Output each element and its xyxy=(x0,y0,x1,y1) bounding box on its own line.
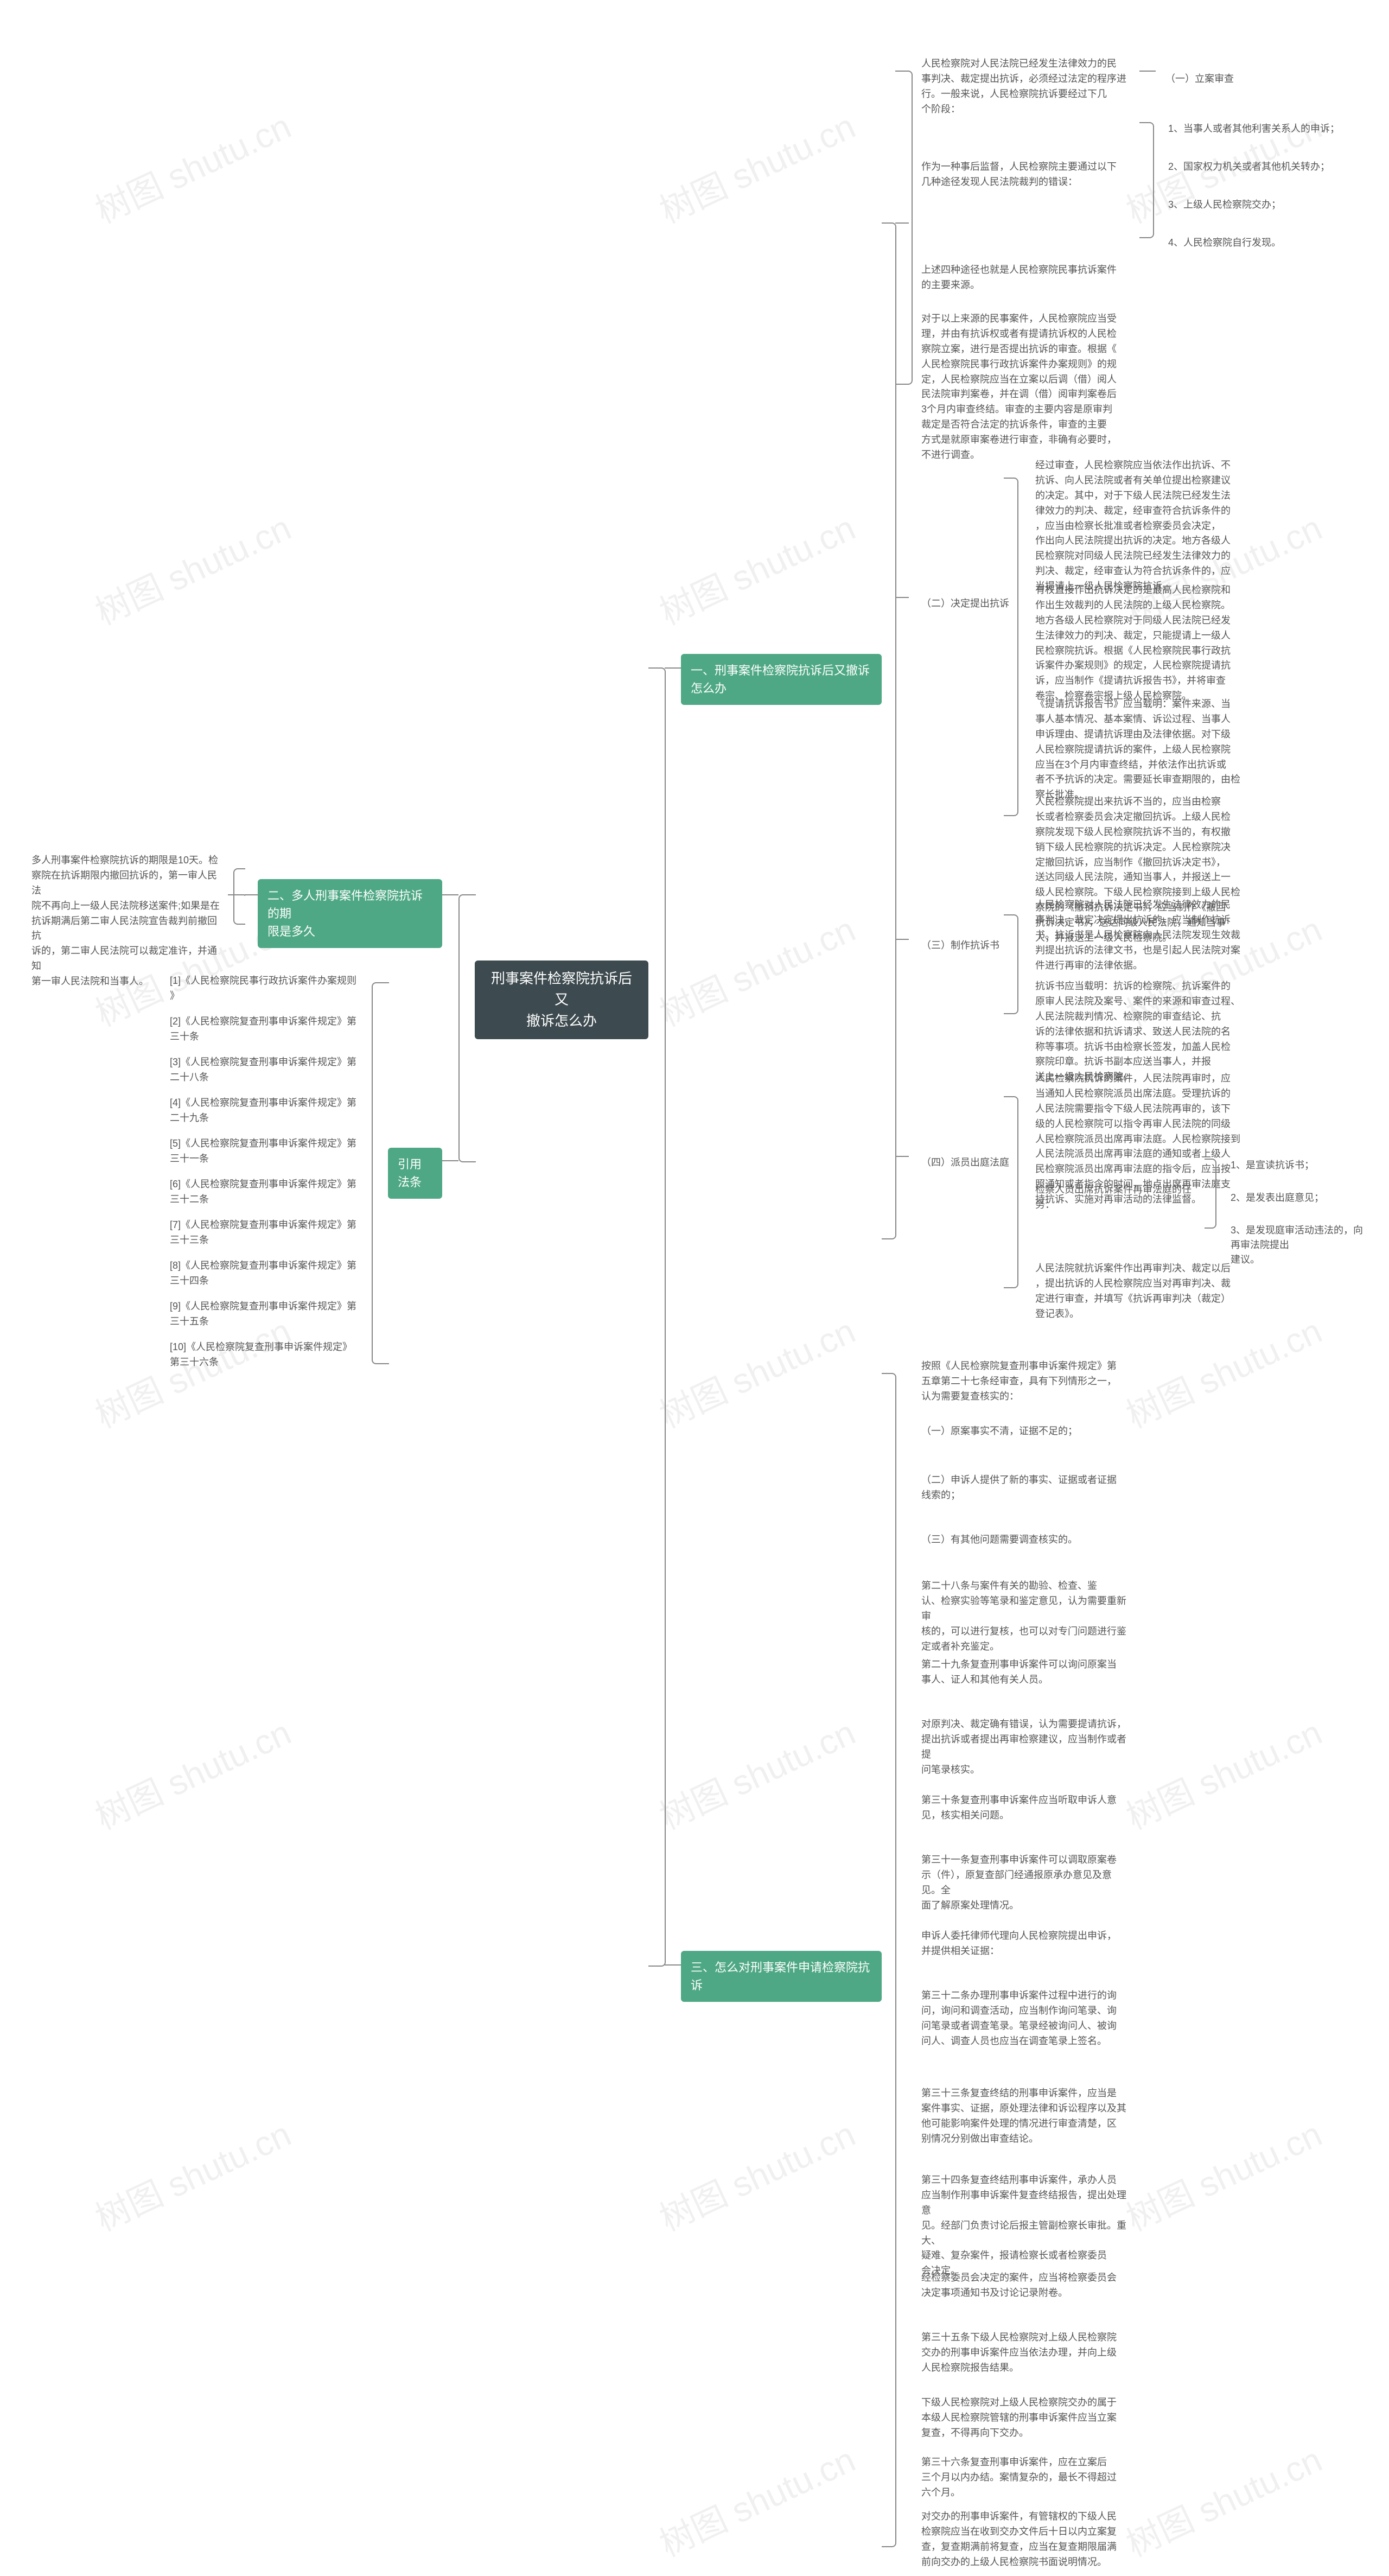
section-citations: 引用法条 xyxy=(388,1148,442,1199)
s3-1a: （一）原案事实不清，证据不足的； xyxy=(912,1416,1139,1447)
watermark: 树图 shutu.cn xyxy=(1117,2432,1329,2566)
s3-4: 对原判决、裁定确有错误，认为需要提请抗诉， 提出抗诉或者提出再审检察建议，应当制… xyxy=(912,1709,1139,1785)
connector xyxy=(442,1160,458,1161)
connector xyxy=(442,894,458,895)
watermark: 树图 shutu.cn xyxy=(86,1705,298,1839)
s1a-1: 人民检察院对人民法院已经发生法律效力的民 事判决、裁定提出抗诉，必须经过法定的程… xyxy=(912,49,1139,125)
s1d-3: 人民法院就抗诉案件作出再审判决、裁定以后 ，提出抗诉的人民检察院应当对再审判决、… xyxy=(1025,1254,1253,1330)
brace-s1d2 xyxy=(1205,1159,1216,1229)
watermark: 树图 shutu.cn xyxy=(651,902,862,1036)
s3-11: 经检察委员会决定的案件，应当将检察委员会 决定事项通知书及讨论记录附卷。 xyxy=(912,2263,1139,2308)
s1d-2-2: 2、是发表出庭意见； xyxy=(1221,1183,1362,1213)
brace-s2-leaf xyxy=(233,868,245,925)
watermark: 树图 shutu.cn xyxy=(651,500,862,634)
s1a-2-1: 1、当事人或者其他利害关系人的申诉； xyxy=(1158,114,1354,144)
connector xyxy=(895,1156,909,1157)
cite-1: [1]《人民检察院民事行政抗诉案件办案规则 》 xyxy=(160,966,366,1012)
s3-1: 按照《人民检察院复查刑事申诉案件规定》第 五章第二十七条经审查，具有下列情形之一… xyxy=(912,1351,1139,1412)
connector xyxy=(895,597,909,598)
brace-sec1 xyxy=(882,222,896,1239)
s1a-label: （一）立案审查 xyxy=(1156,64,1244,94)
cite-8: [8]《人民检察院复查刑事申诉案件规定》第 三十四条 xyxy=(160,1251,366,1296)
s1a-2: 作为一种事后监督，人民检察院主要通过以下 几种途径发现人民法院裁判的错误： xyxy=(912,152,1139,198)
s3-8: 第三十二条办理刑事申诉案件过程中进行的询 问，询问和调查活动，应当制作询问笔录、… xyxy=(912,1981,1139,2057)
s3-7: 申诉人委托律师代理向人民检察院提出申诉， 并提供相关证据： xyxy=(912,1921,1139,1967)
cite-10: [10]《人民检察院复查刑事申诉案件规定》 第三十六条 xyxy=(160,1332,366,1378)
s1c-1: 人民检察院对人民法院已经发生法律效力的民 事判决、裁定决定提出抗诉的，应当制作抗… xyxy=(1025,890,1253,981)
s1b-label: （二）决定提出抗诉 xyxy=(912,589,1019,619)
s3-6: 第三十一条复查刑事申诉案件可以调取原案卷 示（件），原复查部门经通报原承办意见及… xyxy=(912,1845,1139,1921)
cite-4: [4]《人民检察院复查刑事申诉案件规定》第 二十九条 xyxy=(160,1088,366,1134)
watermark: 树图 shutu.cn xyxy=(1117,2107,1329,2241)
s3-1b: （二）申诉人提供了新的事实、证据或者证据 线索的； xyxy=(912,1465,1139,1511)
brace-sec2 xyxy=(244,894,259,896)
root-node: 刑事案件检察院抗诉后又 撤诉怎么办 xyxy=(475,961,648,1039)
watermark: 树图 shutu.cn xyxy=(651,2107,862,2241)
connector xyxy=(895,939,909,940)
s3-15: 对交办的刑事申诉案件，有管辖权的下级人民 检察院应当在收到交办文件后十日以内立案… xyxy=(912,2502,1139,2576)
s3-12: 第三十五条下级人民检察院对上级人民检察院 交办的刑事申诉案件应当依法办理，并向上… xyxy=(912,2323,1139,2383)
s3-3: 第二十九条复查刑事申诉案件可以询问原案当 事人、证人和其他有关人员。 xyxy=(912,1650,1139,1695)
brace-citations xyxy=(372,982,389,1364)
s3-13: 下级人民检察院对上级人民检察院交办的属于 本级人民检察院管辖的刑事申诉案件应当立… xyxy=(912,2388,1139,2448)
brace-sec3 xyxy=(882,1373,896,2547)
brace-s1a2 xyxy=(1139,122,1154,238)
section-1: 一、刑事案件检察院抗诉后又撤诉 怎么办 xyxy=(681,654,882,705)
cite-7: [7]《人民检察院复查刑事申诉案件规定》第 三十三条 xyxy=(160,1210,366,1256)
watermark: 树图 shutu.cn xyxy=(651,2432,862,2566)
watermark: 树图 shutu.cn xyxy=(86,2107,298,2241)
section-3: 三、怎么对刑事案件申请检察院抗 诉 xyxy=(681,1951,882,2002)
s1a-2-3: 3、上级人民检察院交办； xyxy=(1158,190,1354,220)
brace-root-left xyxy=(458,894,476,1162)
cite-9: [9]《人民检察院复查刑事申诉案件规定》第 三十五条 xyxy=(160,1292,366,1337)
s3-5: 第三十条复查刑事申诉案件应当听取申诉人意 见，核实相关问题。 xyxy=(912,1785,1139,1831)
s3-2: 第二十八条与案件有关的勘验、检查、鉴 认、检察实验等笔录和鉴定意见，认为需要重新… xyxy=(912,1571,1139,1662)
s1d-2: 检察人员出席抗诉案件再审法庭的任务： xyxy=(1025,1175,1205,1220)
brace-root-right xyxy=(648,667,666,1967)
s1a-2-2: 2、国家权力机关或者其他机关转办； xyxy=(1158,152,1354,182)
cite-3: [3]《人民检察院复查刑事申诉案件规定》第 二十八条 xyxy=(160,1047,366,1093)
brace-s1b xyxy=(1004,478,1018,816)
s1a-3: 上述四种途径也就是人民检察院民事抗诉案件 的主要来源。 xyxy=(912,255,1139,301)
s1a-4: 对于以上来源的民事案件，人民检察院应当受 理，并由有抗诉权或者有提请抗诉权的人民… xyxy=(912,304,1139,470)
cite-2: [2]《人民检察院复查刑事申诉案件规定》第 三十条 xyxy=(160,1007,366,1052)
connector xyxy=(1139,71,1156,72)
watermark: 树图 shutu.cn xyxy=(1117,1705,1329,1839)
brace-s1a xyxy=(895,71,913,385)
connector xyxy=(665,667,681,669)
cite-5: [5]《人民检察院复查刑事申诉案件规定》第 三十一条 xyxy=(160,1129,366,1174)
connector xyxy=(665,1964,681,1966)
s1a-2-4: 4、人民检察院自行发现。 xyxy=(1158,228,1354,258)
section-2: 二、多人刑事案件检察院抗诉的期 限是多久 xyxy=(258,879,442,948)
watermark: 树图 shutu.cn xyxy=(651,1705,862,1839)
watermark: 树图 shutu.cn xyxy=(86,500,298,634)
mindmap-canvas: 树图 shutu.cn 树图 shutu.cn 树图 shutu.cn 树图 s… xyxy=(0,0,1389,2576)
s1d-label: （四）派员出庭法庭 xyxy=(912,1148,1019,1178)
watermark: 树图 shutu.cn xyxy=(651,1303,862,1438)
s1d-2-1: 1、是宣读抗诉书； xyxy=(1221,1150,1362,1180)
watermark: 树图 shutu.cn xyxy=(651,99,862,233)
brace-s1d xyxy=(1004,1096,1018,1288)
watermark: 树图 shutu.cn xyxy=(86,99,298,233)
s3-14: 第三十六条复查刑事申诉案件，应在立案后 三个月以内办结。案情复杂的，最长不得超过… xyxy=(912,2447,1139,2508)
s1c-label: （三）制作抗诉书 xyxy=(912,931,1009,961)
brace-s1c xyxy=(1004,914,1018,1014)
s3-1c: （三）有其他问题需要调查核实的。 xyxy=(912,1525,1139,1555)
s3-9: 第三十三条复查终结的刑事申诉案件，应当是 案件事实、证据，原处理法律和诉讼程序以… xyxy=(912,2078,1139,2154)
cite-6: [6]《人民检察院复查刑事申诉案件规定》第 三十二条 xyxy=(160,1169,366,1215)
